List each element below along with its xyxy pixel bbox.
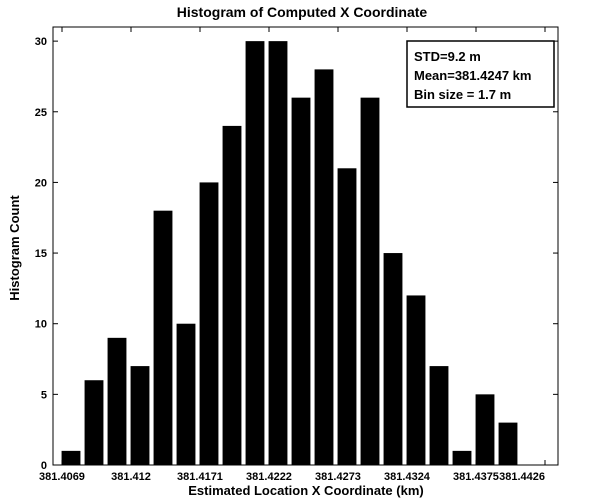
histogram-bar <box>383 253 403 465</box>
x-tick-label: 381.4273 <box>315 471 361 483</box>
y-tick-label: 0 <box>41 460 47 472</box>
x-axis-label: Estimated Location X Coordinate (km) <box>188 483 423 498</box>
x-tick-label: 381.4171 <box>177 471 223 483</box>
y-tick-label: 5 <box>41 389 47 401</box>
annotation-std: STD=9.2 m <box>414 49 481 64</box>
x-tick-label: 381.4426 <box>499 471 545 483</box>
annotation-box: STD=9.2 m Mean=381.4247 km Bin size = 1.… <box>406 40 555 108</box>
histogram-bar <box>291 97 311 466</box>
histogram-bar <box>314 69 334 465</box>
histogram-bar <box>61 450 81 465</box>
x-ticks-group: 381.4069 381.412 381.4171 381.4222 381.4273 3… <box>39 27 546 483</box>
x-tick-label: 381.4069 <box>39 471 85 483</box>
histogram-bar <box>360 97 380 466</box>
bars-group <box>61 41 518 466</box>
x-tick-label: 381.4222 <box>246 471 292 483</box>
histogram-bar <box>268 41 288 465</box>
histogram-bar <box>429 366 449 465</box>
y-tick-label: 10 <box>35 319 47 331</box>
chart-title: Histogram of Computed X Coordinate <box>177 4 428 20</box>
histogram-bar <box>245 41 265 465</box>
x-tick-label: 381.412 <box>111 471 151 483</box>
histogram-bar <box>84 380 104 465</box>
histogram-bar <box>107 337 127 465</box>
x-tick-label: 381.4324 <box>384 471 431 483</box>
annotation-mean: Mean=381.4247 km <box>414 68 531 83</box>
annotation-bin-size: Bin size = 1.7 m <box>414 87 511 102</box>
annotation-frame <box>406 40 555 108</box>
histogram-bar <box>406 295 426 465</box>
histogram-bar <box>199 182 219 466</box>
histogram-bar <box>130 366 150 465</box>
y-tick-label: 25 <box>35 107 47 119</box>
histogram-bar <box>475 394 495 465</box>
y-tick-label: 15 <box>35 248 47 260</box>
histogram-bar <box>452 450 472 465</box>
histogram-bar <box>337 168 357 466</box>
histogram-bar <box>498 422 518 465</box>
y-tick-label: 20 <box>35 177 47 189</box>
histogram-bar <box>153 210 173 465</box>
x-tick-label: 381.4375 <box>453 471 499 483</box>
histogram-bar <box>222 125 242 466</box>
y-axis-label: Histogram Count <box>7 195 22 301</box>
y-tick-label: 30 <box>35 36 47 48</box>
y-ticks-group: 0 5 10 15 20 25 30 <box>35 36 558 472</box>
histogram-bar <box>176 323 196 465</box>
plot-frame <box>52 26 559 466</box>
